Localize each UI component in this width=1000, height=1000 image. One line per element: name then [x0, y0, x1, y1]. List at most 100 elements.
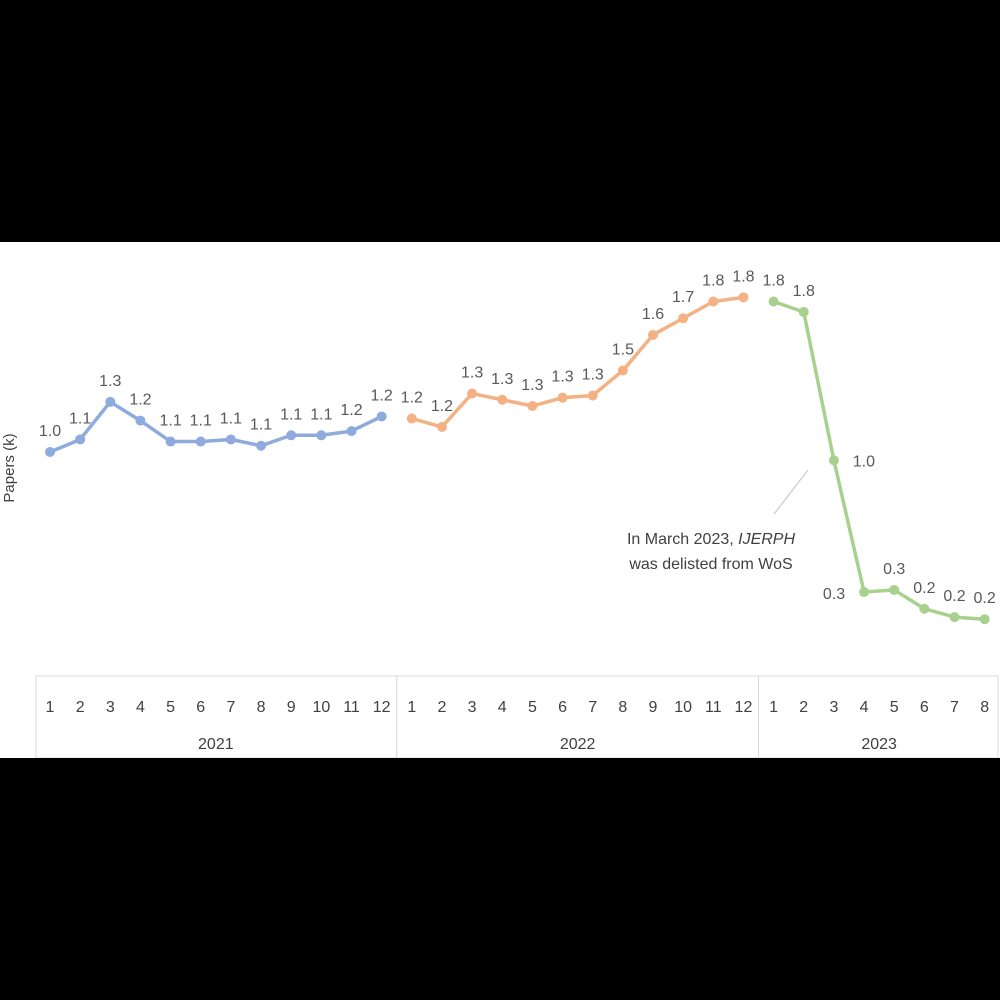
x-tick-label: 6 — [558, 699, 567, 716]
data-point — [979, 614, 990, 625]
data-label: 0.3 — [883, 561, 905, 578]
data-label: 1.3 — [461, 364, 483, 381]
data-label: 1.0 — [39, 423, 61, 440]
data-point — [889, 584, 900, 595]
data-point — [678, 313, 689, 324]
x-tick-label: 2 — [799, 699, 808, 716]
data-point — [708, 296, 719, 307]
data-point — [919, 603, 930, 614]
x-tick-label: 6 — [196, 699, 205, 716]
x-tick-label: 9 — [287, 699, 296, 716]
annotation-leader-line — [773, 469, 809, 515]
x-tick-label: 6 — [920, 699, 929, 716]
data-point — [497, 394, 508, 405]
annotation-text-line-2: was delisted from WoS — [628, 556, 792, 573]
series-line-2 — [410, 295, 746, 429]
x-tick-label: 10 — [674, 699, 692, 716]
data-point — [768, 296, 779, 307]
data-point — [316, 430, 327, 441]
x-tick-label: 8 — [618, 699, 627, 716]
x-tick-label: 9 — [649, 699, 658, 716]
data-label: 1.1 — [310, 406, 332, 423]
x-tick-label: 1 — [769, 699, 778, 716]
data-label: 1.6 — [642, 306, 664, 323]
data-point — [346, 426, 357, 437]
data-label: 1.3 — [99, 373, 121, 390]
x-tick-label: 8 — [980, 699, 989, 716]
line-chart: Papers (k) 1 2 3 4 5 6 7 8 9 10 11 12 1 2 3 4 5 6 7 8 9 10 11 1… — [1, 268, 999, 758]
data-label: 1.1 — [280, 406, 302, 423]
data-point — [467, 388, 478, 399]
data-label: 1.8 — [702, 273, 724, 290]
annotation-text-italic: IJERPH — [738, 531, 795, 548]
data-label: 1.3 — [551, 369, 573, 386]
data-label: 1.8 — [793, 283, 815, 300]
data-label: 1.2 — [431, 398, 453, 415]
x-group-label-2022: 2022 — [560, 736, 596, 753]
data-point — [436, 421, 447, 432]
x-tick-label: 5 — [166, 699, 175, 716]
data-point — [225, 434, 236, 445]
data-label: 0.3 — [823, 586, 845, 603]
annotation: In March 2023, IJERPH was delisted from … — [627, 469, 809, 573]
data-label: 1.8 — [732, 268, 754, 285]
data-label: 1.2 — [340, 402, 362, 419]
data-label: 0.2 — [974, 590, 996, 607]
data-point — [828, 455, 839, 466]
data-label: 0.2 — [913, 580, 935, 597]
x-tick-label: 4 — [136, 699, 145, 716]
data-point — [286, 430, 297, 441]
data-point — [617, 365, 628, 376]
data-label: 1.3 — [491, 371, 513, 388]
y-axis-label: Papers (k) — [1, 433, 18, 502]
data-point — [256, 440, 267, 451]
data-label: 1.3 — [521, 377, 543, 394]
x-tick-label: 2 — [76, 699, 85, 716]
x-tick-label: 10 — [312, 699, 330, 716]
data-point — [648, 329, 658, 340]
x-tick-label: 4 — [498, 699, 507, 716]
data-label: 1.1 — [159, 413, 181, 430]
x-tick-label: 3 — [829, 699, 838, 716]
data-label: 1.1 — [220, 410, 242, 427]
x-tick-label: 5 — [890, 699, 899, 716]
data-point — [798, 306, 809, 317]
data-label: 1.1 — [69, 410, 91, 427]
data-point — [376, 411, 387, 422]
data-point — [195, 436, 206, 447]
data-point — [45, 447, 55, 457]
x-tick-label: 8 — [257, 699, 266, 716]
x-axis-frame — [35, 675, 999, 758]
series-line-3 — [771, 299, 987, 621]
x-tick-label: 11 — [343, 699, 360, 716]
data-label: 1.2 — [401, 390, 423, 407]
x-tick-label: 2 — [437, 699, 446, 716]
data-label: 1.7 — [672, 289, 694, 306]
x-tick-label: 3 — [468, 699, 477, 716]
data-point — [165, 436, 176, 447]
x-tick-label: 12 — [373, 699, 391, 716]
annotation-text-line-1: In March 2023, IJERPH — [627, 531, 796, 548]
data-label: 1.2 — [129, 392, 151, 409]
x-group-label-2021: 2021 — [198, 736, 234, 753]
data-point — [949, 612, 960, 623]
x-tick-label: 1 — [407, 699, 416, 716]
annotation-text-a: In March 2023, — [627, 531, 738, 548]
data-point — [587, 390, 598, 401]
data-point — [75, 434, 86, 445]
x-tick-label: 11 — [705, 699, 722, 716]
data-point — [527, 401, 538, 412]
data-label: 1.2 — [371, 387, 393, 404]
x-tick-label: 3 — [106, 699, 115, 716]
data-point — [406, 413, 417, 424]
data-label: 1.3 — [582, 367, 604, 384]
data-label: 1.1 — [250, 417, 272, 434]
x-group-label-2023: 2023 — [861, 736, 897, 753]
data-label: 1.5 — [612, 341, 634, 358]
x-tick-label: 4 — [860, 699, 869, 716]
x-tick-label: 5 — [528, 699, 537, 716]
data-point — [105, 396, 116, 407]
data-label: 1.0 — [853, 453, 875, 470]
x-tick-label: 1 — [46, 699, 55, 716]
data-label: 1.1 — [190, 413, 212, 430]
